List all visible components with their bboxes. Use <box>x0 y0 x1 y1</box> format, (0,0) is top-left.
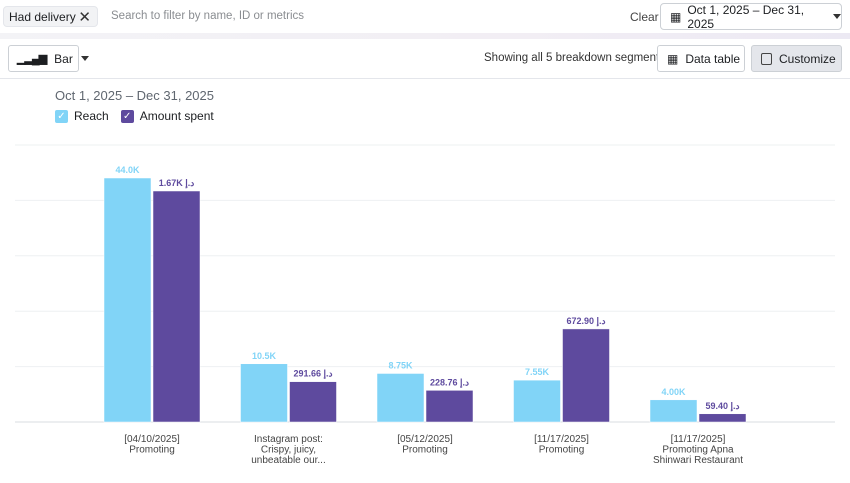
data-table-button[interactable]: ▦ Data table <box>657 45 745 72</box>
x-tick-label: Crispy, juicy, <box>261 445 316 456</box>
bar-amount-spent <box>562 328 610 423</box>
filter-bar: Had delivery ✕ Search to filter by name,… <box>0 0 850 34</box>
bar-chart-icon: ▁▂▄▆ <box>17 53 47 65</box>
data-label: 10.5K <box>252 351 277 361</box>
chart-subtitle: Oct 1, 2025 – Dec 31, 2025 <box>55 88 214 103</box>
segments-status: Showing all 5 breakdown segments <box>484 52 665 64</box>
legend-reach: Reach <box>74 109 109 123</box>
data-label: 672.90 د.إ <box>566 316 605 327</box>
data-label: 7.55K <box>525 367 550 377</box>
bar-amount-spent <box>152 190 201 423</box>
x-tick-label: [11/17/2025] <box>671 434 726 445</box>
data-label: 291.66 د.إ <box>293 369 332 380</box>
bar-reach <box>103 177 152 423</box>
bar-reach <box>513 379 561 423</box>
data-table-label: Data table <box>685 51 741 66</box>
data-label: 4.00K <box>661 387 686 397</box>
x-tick-label: Promoting <box>402 445 448 456</box>
x-tick-label: [05/12/2025] <box>397 434 453 445</box>
x-tick-label: Promoting <box>539 445 585 456</box>
x-tick-label: Instagram post: <box>254 434 323 445</box>
bar-amount-spent <box>425 390 474 423</box>
panel-icon <box>761 52 772 65</box>
customize-button[interactable]: Customize <box>751 45 842 72</box>
bar-amount-spent <box>289 381 337 423</box>
divider-band <box>0 33 850 39</box>
clear-button[interactable]: Clear <box>630 10 659 24</box>
bar-reach <box>240 363 288 423</box>
x-tick-label: [04/10/2025] <box>124 434 180 445</box>
chart-type-label: Bar <box>54 51 73 66</box>
calendar-icon: ▦ <box>670 9 682 24</box>
x-tick-label: [11/17/2025] <box>534 434 589 445</box>
x-tick-label: Shinwari Restaurant <box>653 455 743 466</box>
data-label: 228.76 د.إ <box>430 377 469 388</box>
data-label: 44.0K <box>115 165 140 175</box>
data-label: 8.75K <box>388 360 413 370</box>
data-label: 59.40 د.إ <box>705 401 739 412</box>
table-icon: ▦ <box>667 51 679 66</box>
bar-amount-spent <box>698 413 747 423</box>
date-range-label: Oct 1, 2025 – Dec 31, 2025 <box>687 2 805 31</box>
search-input[interactable]: Search to filter by name, ID or metrics <box>111 10 305 22</box>
x-tick-label: Promoting <box>129 445 175 456</box>
filter-chip-had-delivery[interactable]: Had delivery ✕ <box>3 6 98 27</box>
reach-checkbox[interactable]: ✓ <box>55 109 68 123</box>
x-tick-label: Promoting Apna <box>662 445 734 456</box>
caret-down-icon <box>833 14 841 19</box>
caret-down-icon <box>80 56 89 61</box>
legend-amount-spent: Amount spent <box>139 109 214 123</box>
bar-reach <box>376 373 425 423</box>
chart-type-dropdown[interactable]: ▁▂▄▆ Bar <box>8 45 89 72</box>
chart-legend: ✓ Reach ✓ Amount spent <box>55 109 214 123</box>
bar-reach <box>649 399 698 423</box>
close-icon[interactable]: ✕ <box>78 9 91 26</box>
divider <box>0 78 850 79</box>
date-range-picker[interactable]: ▦ Oct 1, 2025 – Dec 31, 2025 <box>660 2 842 31</box>
data-label: 1.67K د.إ <box>159 178 195 189</box>
filter-chip-label: Had delivery <box>9 9 76 24</box>
amount-spent-checkbox[interactable]: ✓ <box>120 109 134 123</box>
customize-label: Customize <box>779 51 836 66</box>
x-tick-label: unbeatable our... <box>251 455 326 466</box>
